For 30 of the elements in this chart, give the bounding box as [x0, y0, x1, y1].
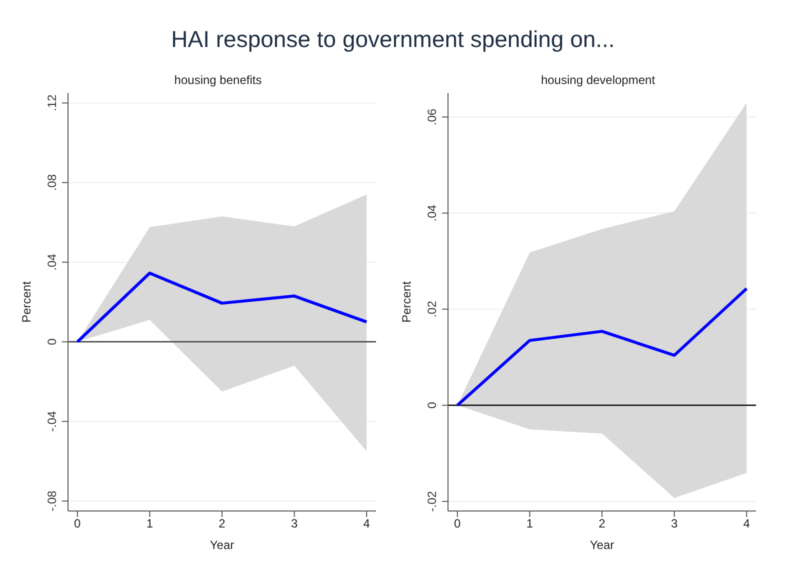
- y-tick-label: .06: [425, 108, 439, 126]
- y-tick-label: .04: [45, 254, 59, 271]
- y-tick-label: 0: [45, 338, 59, 346]
- chart-title: HAI response to government spending on...: [170, 25, 616, 54]
- x-tick-label: 1: [526, 516, 534, 531]
- x-tick-label: 0: [454, 516, 462, 531]
- y-axis-title: Percent: [399, 280, 414, 323]
- y-tick-label: -.02: [425, 490, 439, 512]
- x-axis-title: Year: [210, 538, 234, 552]
- x-tick-label: 2: [598, 516, 606, 531]
- chart-subtitle: housing development: [540, 73, 656, 89]
- line-series: [76, 272, 368, 344]
- y-tick-label: -.04: [45, 410, 59, 432]
- x-tick-label: 3: [290, 516, 298, 531]
- y-tick-label: -.08: [45, 490, 59, 512]
- y-tick-label: 0: [425, 402, 439, 409]
- x-axis-title: Year: [590, 538, 614, 552]
- y-tick-label: .08: [45, 174, 59, 191]
- x-tick-label: 3: [670, 516, 678, 531]
- chart-subtitle: housing benefits: [173, 73, 263, 89]
- y-tick-label: .02: [425, 300, 439, 318]
- x-tick-label: 4: [743, 516, 750, 531]
- x-tick-label: 4: [363, 516, 370, 531]
- x-tick-label: 1: [146, 516, 154, 531]
- x-tick-label: 0: [74, 516, 82, 531]
- x-tick-label: 2: [218, 516, 226, 531]
- y-axis-title: Percent: [19, 280, 34, 323]
- line-series: [456, 287, 748, 407]
- y-tick-label: .04: [425, 204, 439, 222]
- y-tick-label: .12: [45, 94, 59, 112]
